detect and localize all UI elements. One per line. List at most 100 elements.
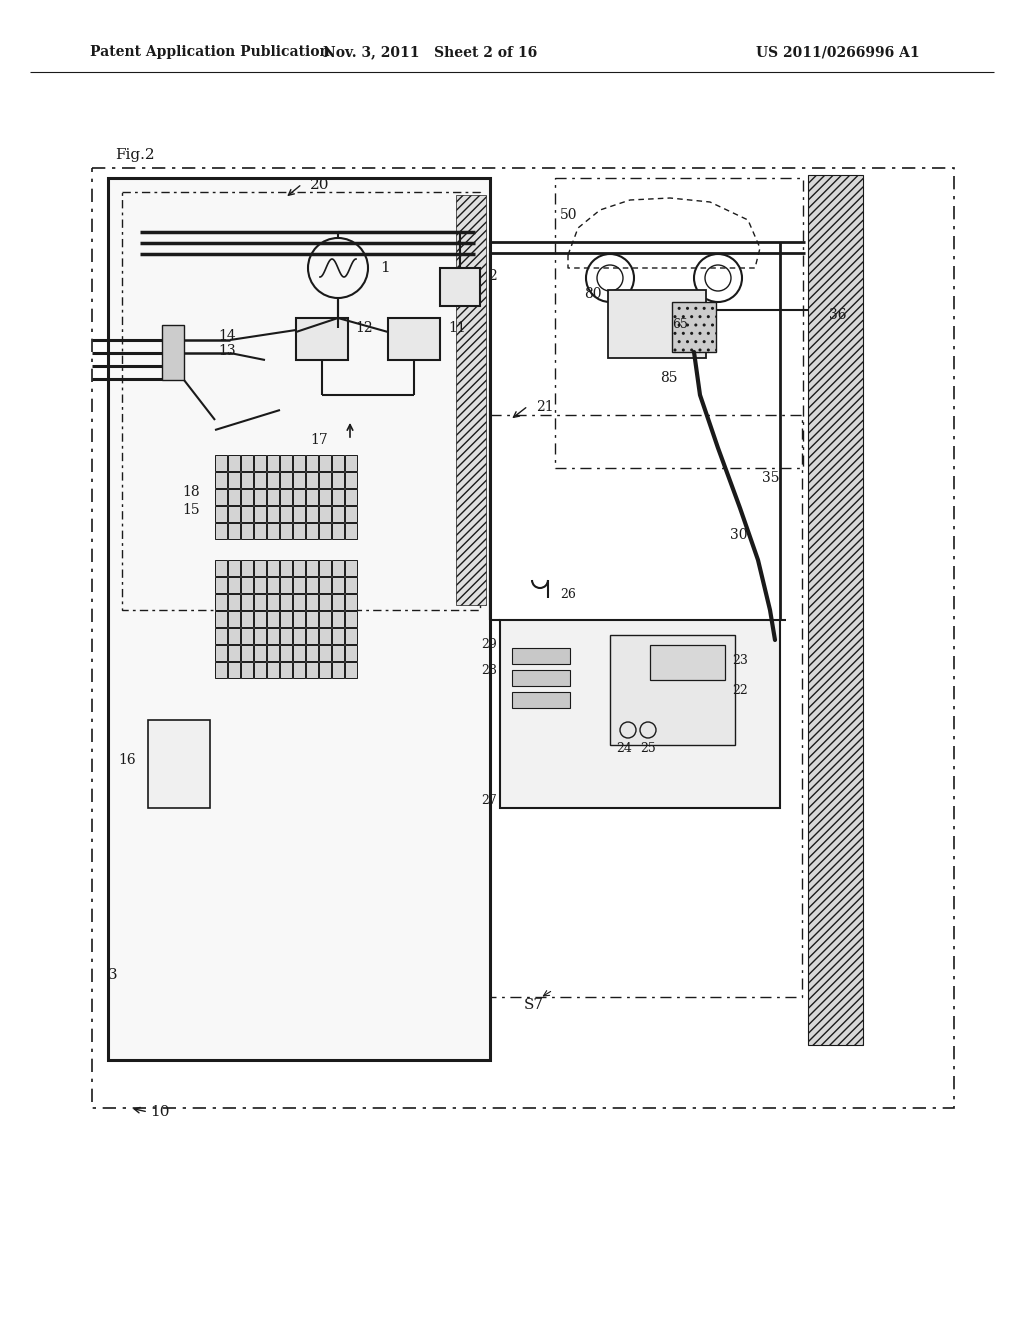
Bar — [332, 663, 344, 678]
Bar — [254, 560, 266, 576]
Bar — [512, 671, 570, 686]
Bar — [388, 318, 440, 360]
Bar — [241, 455, 253, 471]
Bar — [228, 560, 240, 576]
Bar — [215, 611, 227, 627]
Bar — [456, 195, 486, 605]
Bar — [280, 611, 292, 627]
Bar — [306, 645, 318, 661]
Bar — [808, 176, 863, 1045]
Bar — [345, 560, 357, 576]
Bar — [293, 594, 305, 610]
Text: S7: S7 — [524, 998, 544, 1012]
Bar — [267, 577, 279, 593]
Bar — [241, 594, 253, 610]
Bar — [254, 506, 266, 521]
Bar — [228, 628, 240, 644]
Bar — [672, 302, 716, 352]
Bar — [345, 611, 357, 627]
Bar — [319, 560, 331, 576]
Bar — [92, 168, 954, 1107]
Bar — [267, 594, 279, 610]
Text: 65: 65 — [672, 318, 688, 331]
Bar — [332, 645, 344, 661]
Text: 11: 11 — [449, 321, 466, 335]
Bar — [319, 663, 331, 678]
Bar — [215, 577, 227, 593]
Text: 12: 12 — [355, 321, 373, 335]
Bar — [293, 560, 305, 576]
Text: 50: 50 — [560, 209, 578, 222]
Bar — [306, 663, 318, 678]
Text: 29: 29 — [481, 639, 497, 652]
Bar — [215, 488, 227, 506]
Bar — [254, 594, 266, 610]
Bar — [332, 506, 344, 521]
Text: 30: 30 — [730, 528, 748, 543]
Bar — [332, 560, 344, 576]
Bar — [345, 523, 357, 539]
Bar — [293, 628, 305, 644]
Bar — [306, 488, 318, 506]
Bar — [228, 523, 240, 539]
Bar — [345, 594, 357, 610]
Bar — [332, 523, 344, 539]
Bar — [267, 611, 279, 627]
Bar — [254, 473, 266, 488]
Bar — [306, 455, 318, 471]
Bar — [241, 577, 253, 593]
Bar — [319, 577, 331, 593]
Bar — [241, 560, 253, 576]
Bar — [215, 523, 227, 539]
Bar — [254, 577, 266, 593]
Text: Fig.2: Fig.2 — [115, 148, 155, 162]
Text: 18: 18 — [182, 484, 200, 499]
Bar — [267, 455, 279, 471]
Bar — [319, 506, 331, 521]
Bar — [293, 645, 305, 661]
Text: 85: 85 — [660, 371, 678, 385]
Bar — [306, 506, 318, 521]
Bar — [280, 488, 292, 506]
Bar — [490, 414, 802, 997]
Bar — [293, 506, 305, 521]
Bar — [293, 611, 305, 627]
Text: 17: 17 — [310, 433, 328, 447]
Bar — [306, 594, 318, 610]
Bar — [267, 560, 279, 576]
Bar — [267, 473, 279, 488]
Bar — [306, 473, 318, 488]
Text: 23: 23 — [732, 653, 748, 667]
Bar — [215, 455, 227, 471]
Bar — [610, 635, 735, 744]
Text: 14: 14 — [218, 329, 236, 343]
Bar — [345, 663, 357, 678]
Bar — [500, 620, 780, 808]
Text: 25: 25 — [640, 742, 656, 755]
Bar — [228, 506, 240, 521]
Bar — [228, 455, 240, 471]
Bar — [555, 178, 803, 469]
Text: 27: 27 — [481, 793, 497, 807]
Bar — [332, 577, 344, 593]
Bar — [280, 628, 292, 644]
Bar — [241, 473, 253, 488]
Bar — [228, 473, 240, 488]
Text: 36: 36 — [829, 308, 847, 322]
Bar — [332, 594, 344, 610]
Bar — [215, 628, 227, 644]
Bar — [108, 178, 490, 1060]
Text: US 2011/0266996 A1: US 2011/0266996 A1 — [757, 45, 920, 59]
Bar — [215, 560, 227, 576]
Bar — [254, 645, 266, 661]
Bar — [254, 663, 266, 678]
Bar — [241, 523, 253, 539]
Bar — [228, 488, 240, 506]
Bar — [267, 663, 279, 678]
Bar — [280, 506, 292, 521]
Bar — [345, 473, 357, 488]
Text: 26: 26 — [560, 589, 575, 602]
Bar — [254, 455, 266, 471]
Bar — [254, 628, 266, 644]
Text: 16: 16 — [119, 752, 136, 767]
